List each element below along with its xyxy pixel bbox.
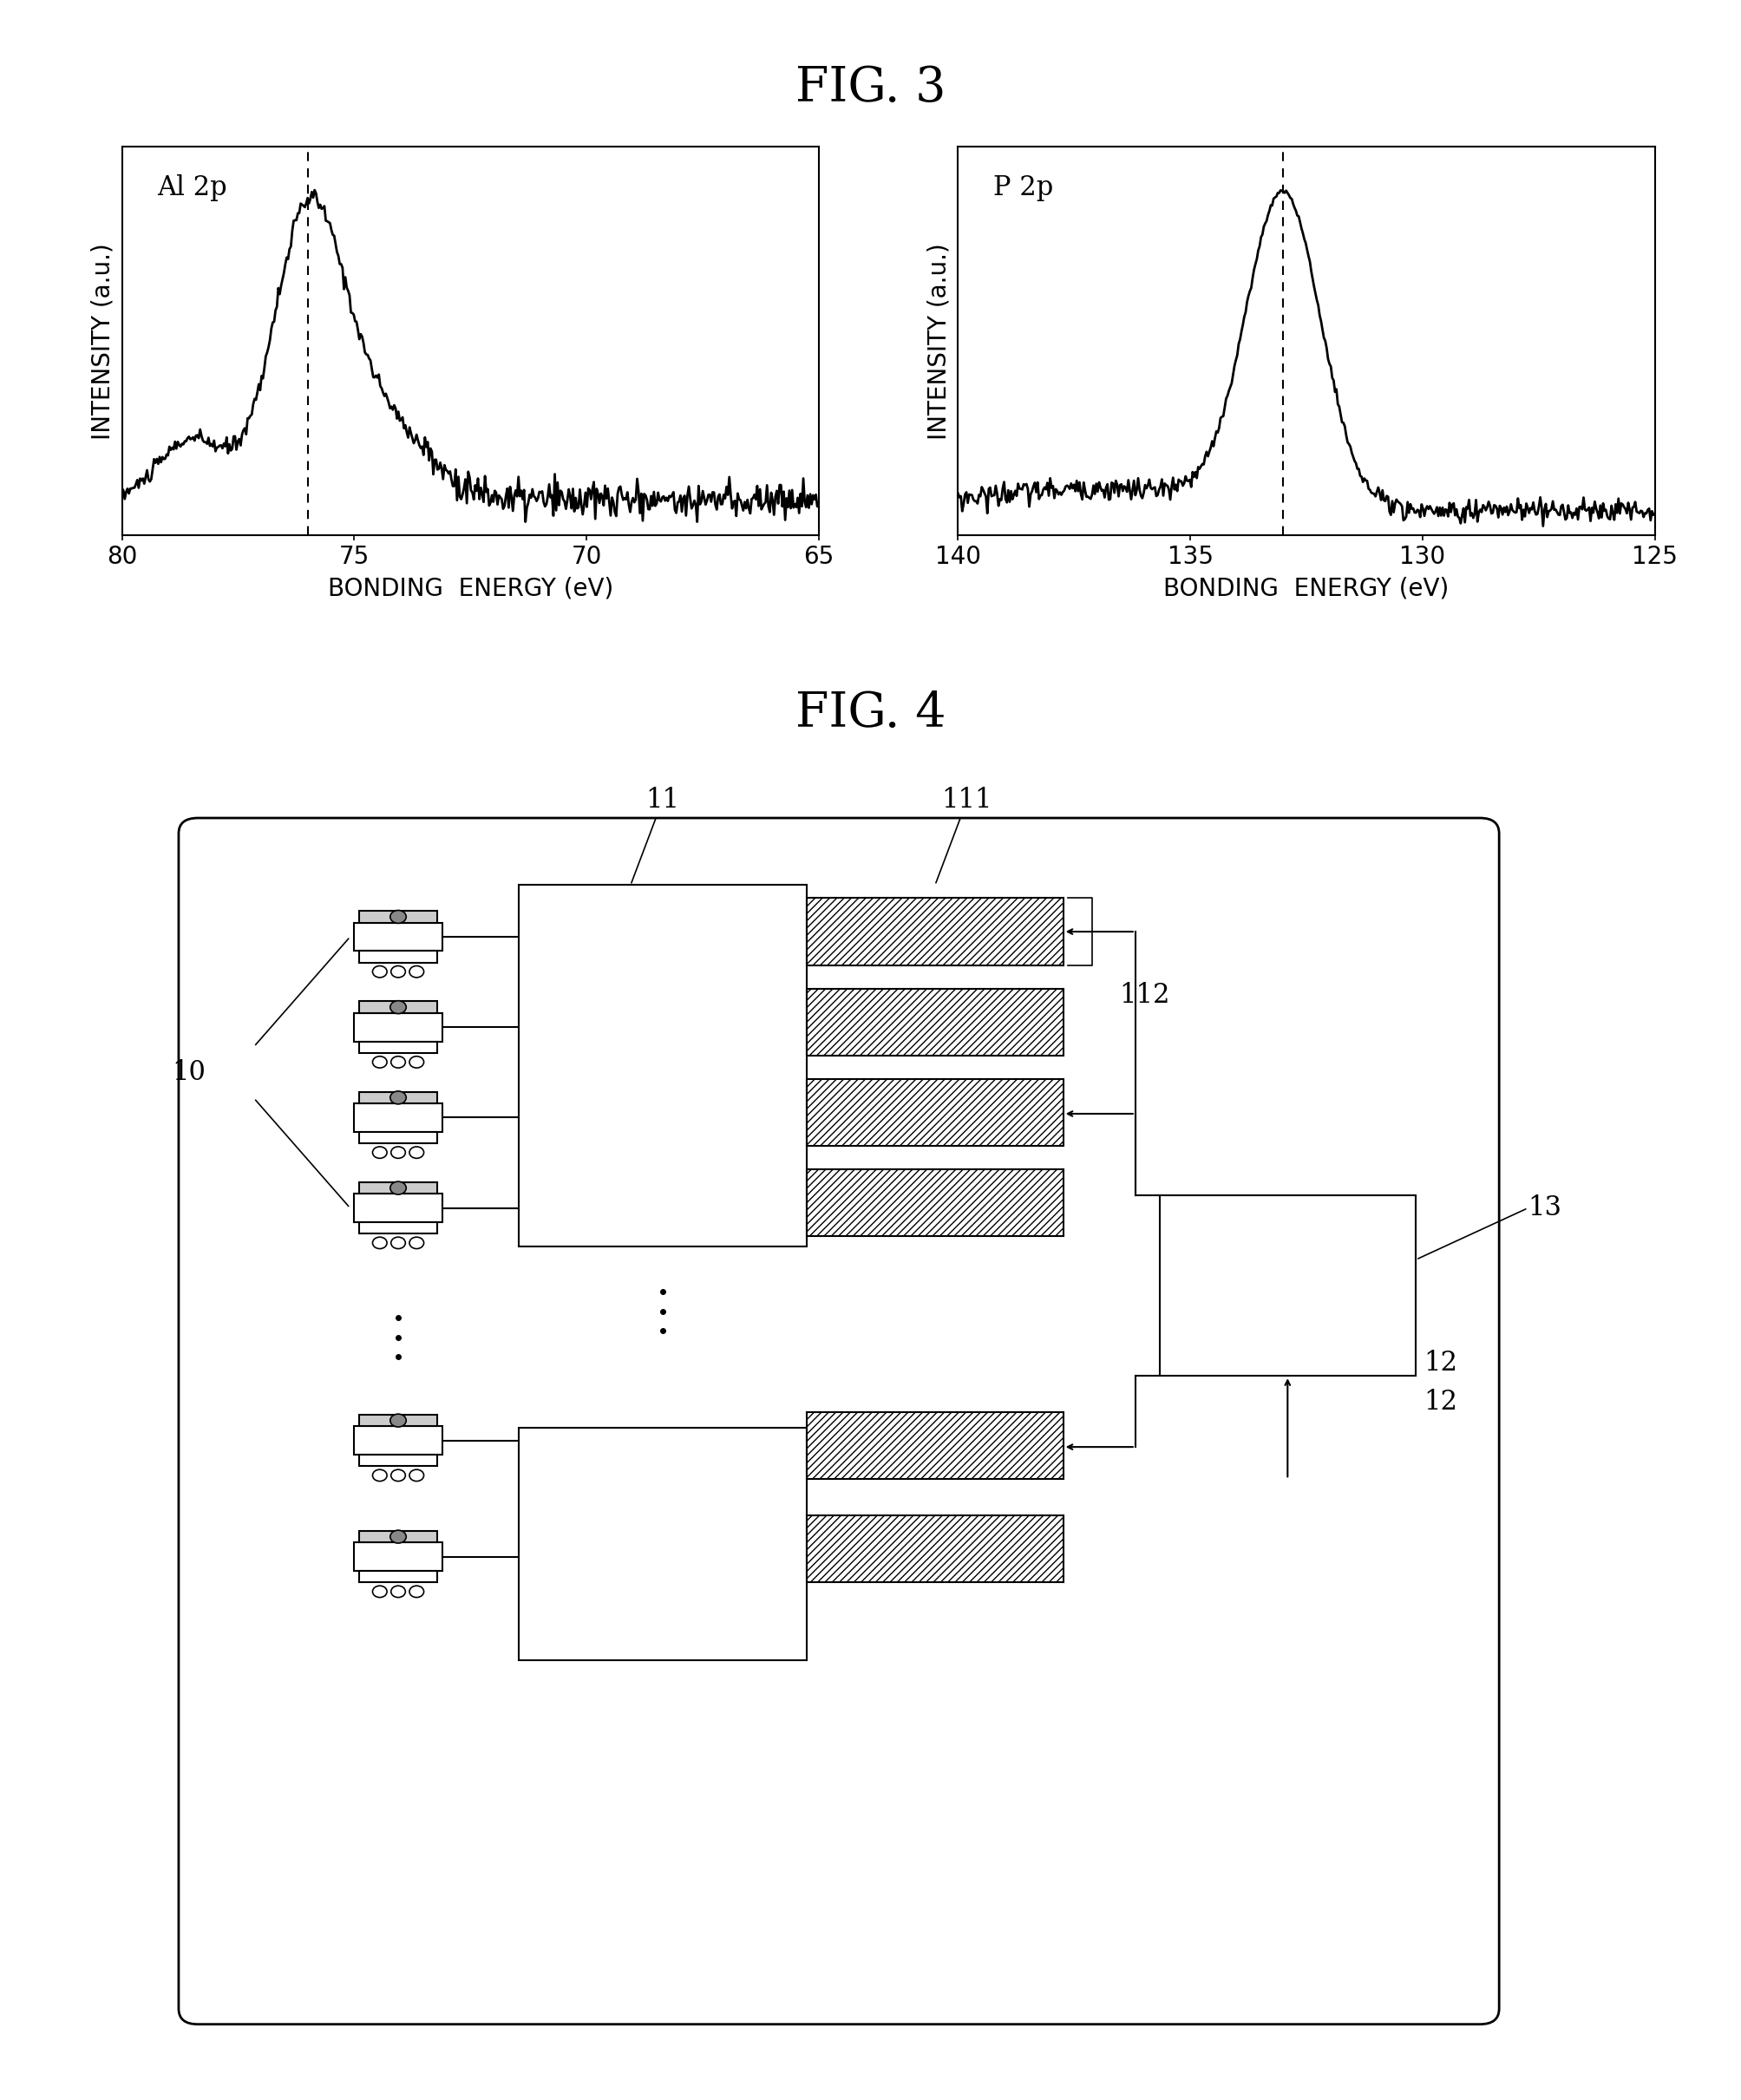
- Bar: [359, 911, 437, 922]
- Bar: [353, 1012, 442, 1042]
- Bar: [806, 1079, 1062, 1147]
- Text: 11: 11: [630, 788, 679, 882]
- Bar: [359, 1571, 437, 1583]
- Text: 12: 12: [1422, 1350, 1457, 1378]
- Bar: [806, 1516, 1062, 1583]
- Bar: [359, 1222, 437, 1235]
- Text: 10: 10: [172, 1058, 205, 1086]
- Circle shape: [390, 1056, 406, 1069]
- Circle shape: [390, 1586, 406, 1598]
- Circle shape: [373, 1056, 387, 1069]
- Y-axis label: INTENSITY (a.u.): INTENSITY (a.u.): [926, 244, 951, 439]
- Circle shape: [390, 909, 406, 924]
- Circle shape: [390, 1237, 406, 1250]
- Text: P 2p: P 2p: [992, 174, 1052, 202]
- Text: 112: 112: [1119, 981, 1170, 1008]
- Circle shape: [373, 966, 387, 977]
- FancyBboxPatch shape: [179, 819, 1499, 2024]
- Circle shape: [409, 1470, 423, 1480]
- Bar: [359, 1132, 437, 1142]
- Bar: [806, 989, 1062, 1056]
- Circle shape: [390, 1470, 406, 1480]
- Bar: [806, 1411, 1062, 1478]
- Text: 12: 12: [1422, 1388, 1457, 1415]
- Circle shape: [373, 1470, 387, 1480]
- Text: FIG. 4: FIG. 4: [796, 691, 945, 737]
- Circle shape: [409, 1237, 423, 1250]
- Circle shape: [390, 1002, 406, 1014]
- Bar: [519, 884, 806, 1247]
- Bar: [359, 1182, 437, 1193]
- Circle shape: [373, 1237, 387, 1250]
- Text: 13: 13: [1527, 1195, 1562, 1222]
- Bar: [359, 1415, 437, 1426]
- Circle shape: [373, 1586, 387, 1598]
- Circle shape: [390, 1413, 406, 1426]
- Circle shape: [409, 966, 423, 977]
- Bar: [353, 1426, 442, 1455]
- Circle shape: [409, 1056, 423, 1069]
- Bar: [359, 1042, 437, 1052]
- Bar: [519, 1428, 806, 1659]
- Bar: [806, 899, 1062, 966]
- Circle shape: [390, 1092, 406, 1105]
- Circle shape: [390, 966, 406, 977]
- Y-axis label: INTENSITY (a.u.): INTENSITY (a.u.): [91, 244, 115, 439]
- Bar: [353, 1544, 442, 1571]
- Text: 111: 111: [935, 788, 992, 882]
- Circle shape: [390, 1147, 406, 1159]
- Bar: [359, 1092, 437, 1103]
- Text: Al 2p: Al 2p: [157, 174, 226, 202]
- X-axis label: BONDING  ENERGY (eV): BONDING ENERGY (eV): [1163, 575, 1449, 601]
- Bar: [1160, 1195, 1415, 1376]
- Circle shape: [409, 1586, 423, 1598]
- Circle shape: [390, 1531, 406, 1544]
- Circle shape: [390, 1182, 406, 1195]
- Bar: [353, 1103, 442, 1132]
- X-axis label: BONDING  ENERGY (eV): BONDING ENERGY (eV): [327, 575, 613, 601]
- Bar: [359, 1531, 437, 1544]
- Text: FIG. 3: FIG. 3: [796, 65, 945, 111]
- Bar: [359, 1455, 437, 1466]
- Bar: [353, 922, 442, 951]
- Bar: [359, 951, 437, 962]
- Bar: [359, 1002, 437, 1012]
- Bar: [353, 1193, 442, 1222]
- Circle shape: [409, 1147, 423, 1159]
- Circle shape: [373, 1147, 387, 1159]
- Bar: [806, 1170, 1062, 1237]
